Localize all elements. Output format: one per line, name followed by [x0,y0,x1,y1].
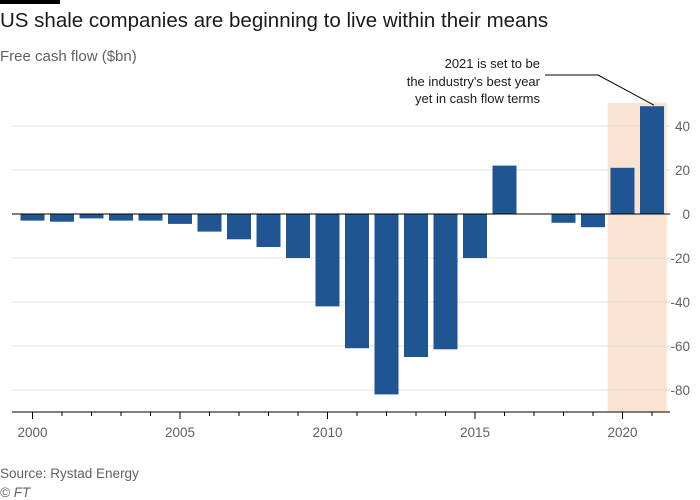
bar-2013 [404,214,428,357]
bar-2014 [433,214,458,350]
annotation-text: yet in cash flow terms [415,91,540,106]
bar-2011 [345,214,369,349]
bar-2001 [50,214,74,222]
y-tick-label: 40 [675,119,690,134]
bar-2010 [315,214,340,307]
y-tick-label: -80 [670,383,690,398]
bar-2004 [138,214,163,221]
y-tick-label: -40 [670,295,690,310]
source-note: Source: Rystad Energy [0,466,139,481]
x-tick-label: 2010 [312,425,342,440]
annotation-leader-line [545,74,655,106]
bar-2000 [20,214,45,221]
bar-2016 [492,165,517,214]
bar-2021 [640,106,664,214]
bar-2019 [581,214,605,228]
y-tick-label: -60 [670,339,690,354]
annotation-text: the industry's best year [407,74,541,89]
bar-2005 [168,214,192,224]
bar-2007 [227,214,251,240]
x-tick-label: 2020 [607,425,637,440]
bar-2006 [197,214,222,232]
bar-2009 [286,214,310,258]
annotation-text: 2021 is set to be [445,56,540,71]
y-tick-label: 0 [682,207,690,222]
chart-subtitle: Free cash flow ($bn) [0,48,137,65]
y-tick-label: -20 [670,251,690,266]
chart-title: US shale companies are beginning to live… [0,9,549,32]
bar-2018 [551,214,576,223]
bar-2002 [79,214,104,219]
brand-bar [0,0,60,4]
x-tick-label: 2005 [165,425,195,440]
copyright-credit: © FT [0,485,31,500]
x-tick-label: 2015 [460,425,490,440]
y-tick-label: 20 [675,163,690,178]
x-tick-label: 2000 [17,425,47,440]
bar-2012 [374,214,399,395]
bar-2015 [463,214,487,258]
bar-2003 [109,214,133,221]
bar-2020 [610,167,635,214]
bar-2008 [256,214,281,247]
